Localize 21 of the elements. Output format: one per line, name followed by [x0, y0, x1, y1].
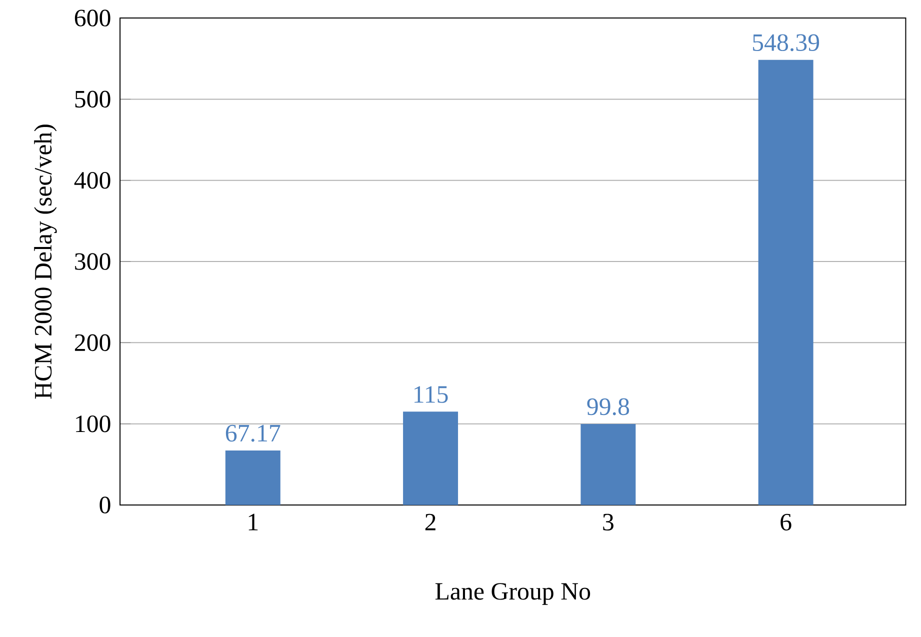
y-tick-label: 0 [100, 496, 110, 514]
y-tick-label: 200 [74, 334, 110, 352]
y-tick-label: 100 [76, 415, 110, 432]
x-axis-title: Lane Group No [435, 583, 590, 605]
bar [758, 60, 814, 506]
bar [580, 424, 636, 506]
x-tick-label: 6 [780, 514, 792, 531]
x-tick-label: 3 [603, 514, 614, 531]
data-label: 99.8 [587, 398, 630, 416]
bar [225, 450, 280, 506]
y-tick-label: 500 [75, 90, 110, 108]
y-tick-label: 600 [74, 10, 110, 26]
data-label: 67.17 [226, 424, 280, 442]
y-tick-label: 400 [74, 172, 110, 189]
data-label: 548.39 [753, 34, 820, 52]
x-tick-label: 2 [425, 514, 436, 530]
x-tick-label: 1 [248, 514, 258, 530]
data-label: 115 [414, 386, 448, 403]
y-axis-title: HCM 2000 Delay (sec/veh) [34, 124, 57, 399]
y-tick-label: 300 [75, 253, 110, 270]
bar [403, 412, 458, 506]
